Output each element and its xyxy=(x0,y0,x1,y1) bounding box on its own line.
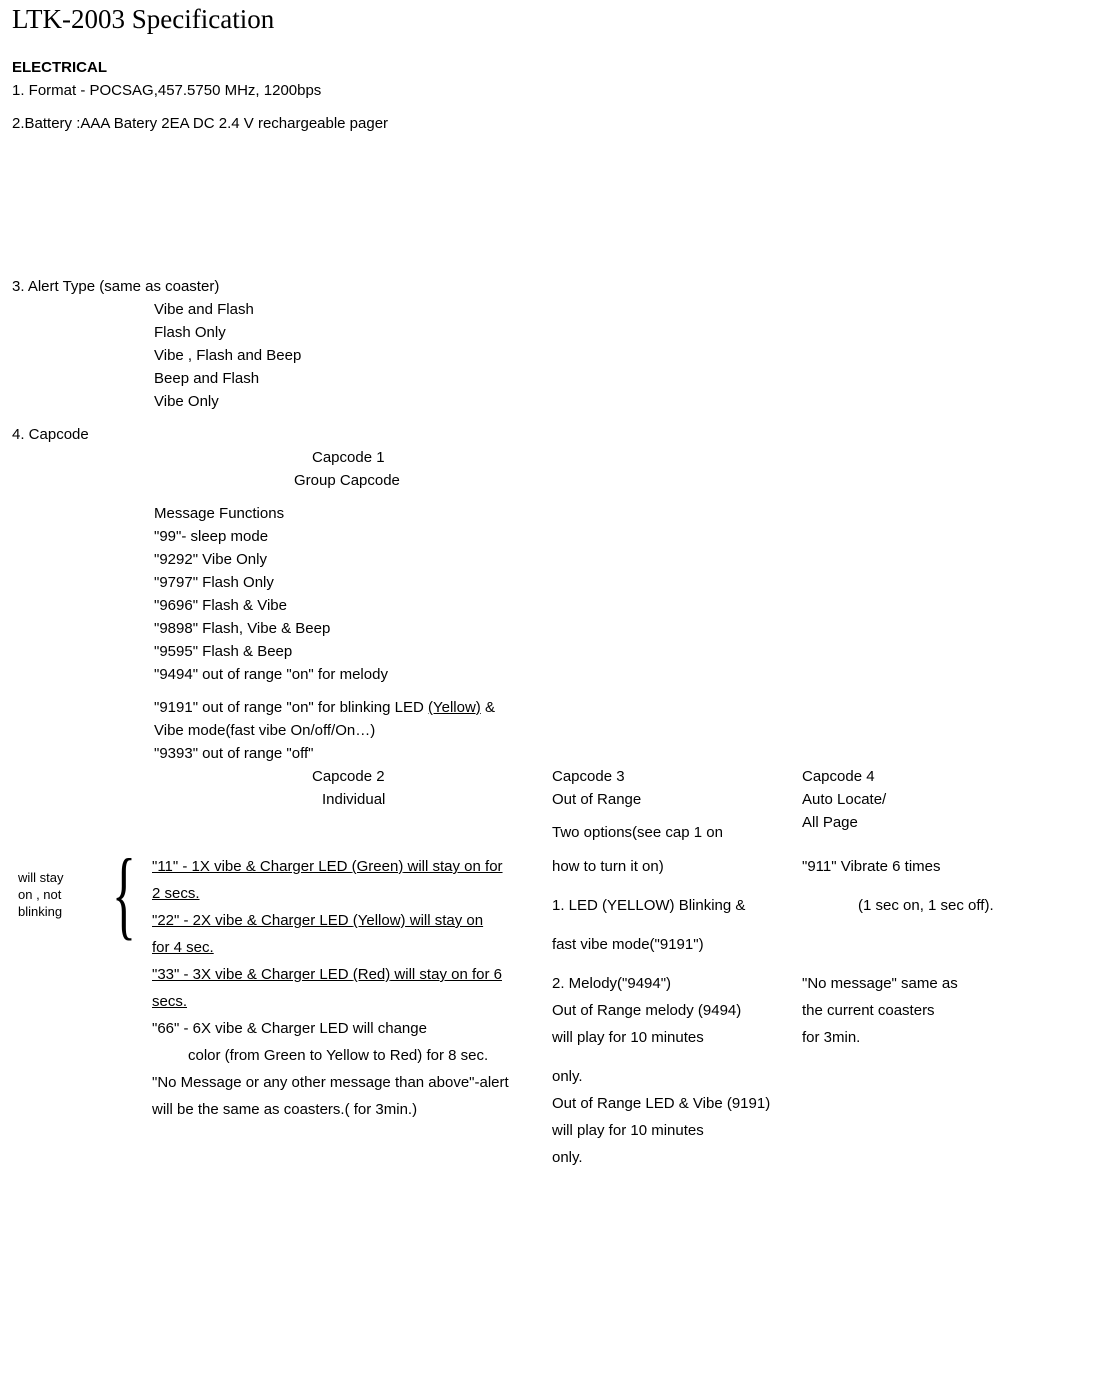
spec-item-4: 4. Capcode xyxy=(12,426,1091,443)
capcode3-text: Two options(see cap 1 on xyxy=(552,824,802,841)
capcode3-line: Out of Range LED & Vibe (9191) xyxy=(552,1093,802,1114)
text: "9191" out of range "on" for blinking LE… xyxy=(154,699,428,716)
capcode3-line: Out of Range melody (9494) xyxy=(552,1000,802,1021)
capcode1-title: Capcode 1 xyxy=(312,449,1091,466)
page-title: LTK-2003 Specification xyxy=(12,4,1091,35)
msg-func: "9292" Vibe Only xyxy=(154,551,1091,568)
capcode2-line: secs. xyxy=(152,991,552,1012)
capcode2-title: Capcode 2 xyxy=(152,768,552,785)
brace-icon: { xyxy=(112,846,136,941)
text: will stay on for xyxy=(403,858,502,875)
alert-type: Beep and Flash xyxy=(154,370,1091,387)
capcode2-line: color (from Green to Yellow to Red) for … xyxy=(152,1045,552,1066)
red-led-text: (Red) xyxy=(353,966,391,983)
capcode4-spacer xyxy=(802,934,1091,955)
text: 2 secs. xyxy=(152,885,200,902)
spec-item-3: 3. Alert Type (same as coaster) xyxy=(12,278,1091,295)
capcode4-line: the current coasters xyxy=(802,1000,1091,1021)
alert-type: Flash Only xyxy=(154,324,1091,341)
capcode2-line: "No Message or any other message than ab… xyxy=(152,1072,552,1093)
capcode4-line: "No message" same as xyxy=(802,973,1091,994)
capcode3-line: 1. LED (YELLOW) Blinking & xyxy=(552,895,802,916)
capcode4-line: (1 sec on, 1 sec off). xyxy=(802,895,1091,916)
capcode2-line: "11" - 1X vibe & Charger LED (Green) wil… xyxy=(152,856,552,877)
msg-func: "9898" Flash, Vibe & Beep xyxy=(154,620,1091,637)
text: will stay on xyxy=(406,912,484,929)
text: will stay on for 6 xyxy=(390,966,502,983)
text: for 4 sec. xyxy=(152,939,214,956)
capcode4-line: for 3min. xyxy=(802,1027,1091,1048)
text: "33" - 3X vibe & Charger LED xyxy=(152,966,353,983)
text: "22" - 2X vibe & Charger LED xyxy=(152,912,353,929)
capcode3-line: will play for 10 minutes xyxy=(552,1120,802,1141)
msg-func: Vibe mode(fast vibe On/off/On…) xyxy=(154,722,1091,739)
spec-item-1: 1. Format - POCSAG,457.5750 MHz, 1200bps xyxy=(12,82,1091,99)
capcode2-line: "66" - 6X vibe & Charger LED will change xyxy=(152,1018,552,1039)
msg-func: "99"- sleep mode xyxy=(154,528,1091,545)
capcode3-title: Capcode 3 xyxy=(552,768,802,785)
yellow-led-text: (Yellow) xyxy=(353,912,406,929)
side-note: will stay on , not blinking xyxy=(12,870,68,921)
capcode3-line: only. xyxy=(552,1147,802,1168)
text: & xyxy=(481,699,495,716)
capcode4-subtitle: Auto Locate/ xyxy=(802,791,1091,808)
alert-type: Vibe Only xyxy=(154,393,1091,410)
msg-func: "9595" Flash & Beep xyxy=(154,643,1091,660)
capcode3-line: how to turn it on) xyxy=(552,856,802,877)
alert-type: Vibe and Flash xyxy=(154,301,1091,318)
capcode2-subtitle: Individual xyxy=(152,791,552,808)
spec-item-2: 2.Battery :AAA Batery 2EA DC 2.4 V recha… xyxy=(12,115,1091,132)
capcode2-line: "22" - 2X vibe & Charger LED (Yellow) wi… xyxy=(152,910,552,931)
text: "11" - 1X vibe & Charger LED xyxy=(152,858,352,875)
capcode2-line: will be the same as coasters.( for 3min.… xyxy=(152,1099,552,1120)
capcode2-line: 2 secs. xyxy=(152,883,552,904)
msg-func: "9393" out of range "off" xyxy=(154,745,1091,762)
msg-func: "9696" Flash & Vibe xyxy=(154,597,1091,614)
capcode2-line: "33" - 3X vibe & Charger LED (Red) will … xyxy=(152,964,552,985)
capcode4-subtitle2: All Page xyxy=(802,814,1091,831)
green-led-text: (Green) xyxy=(352,858,404,875)
yellow-led-text: (Yellow) xyxy=(428,699,481,716)
capcode4-line: "911" Vibrate 6 times xyxy=(802,856,1091,877)
msg-func: "9797" Flash Only xyxy=(154,574,1091,591)
electrical-heading: ELECTRICAL xyxy=(12,59,1091,76)
capcode4-title: Capcode 4 xyxy=(802,768,1091,785)
msg-func-heading: Message Functions xyxy=(154,505,1091,522)
capcode3-subtitle: Out of Range xyxy=(552,791,802,808)
capcode3-line: will play for 10 minutes xyxy=(552,1027,802,1048)
capcode2-line: for 4 sec. xyxy=(152,937,552,958)
text: secs. xyxy=(152,993,187,1010)
capcode1-subtitle: Group Capcode xyxy=(294,472,1091,489)
msg-func: "9191" out of range "on" for blinking LE… xyxy=(154,699,1091,716)
alert-type: Vibe , Flash and Beep xyxy=(154,347,1091,364)
capcode3-line: only. xyxy=(552,1066,802,1087)
msg-func: "9494" out of range "on" for melody xyxy=(154,666,1091,683)
capcode3-line: fast vibe mode("9191") xyxy=(552,934,802,955)
capcode3-line: 2. Melody("9494") xyxy=(552,973,802,994)
